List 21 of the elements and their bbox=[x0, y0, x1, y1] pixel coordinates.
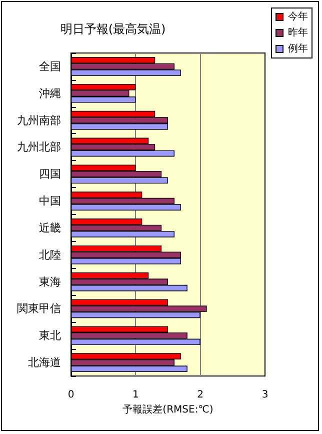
x-axis-title: 予報誤差(RMSE:℃) bbox=[122, 403, 214, 416]
y-tick-label: 沖縄 bbox=[39, 86, 61, 100]
x-tick-label: 1 bbox=[132, 390, 139, 400]
y-tick-label: 全国 bbox=[39, 60, 61, 73]
y-tick-label: 九州南部 bbox=[17, 114, 61, 127]
x-tick-label: 0 bbox=[68, 390, 74, 400]
legend-label: 例年 bbox=[288, 42, 308, 54]
legend-label: 昨年 bbox=[288, 26, 308, 38]
y-tick-label: 関東甲信 bbox=[17, 302, 61, 316]
chart-title: 明日予報(最高気温) bbox=[60, 22, 166, 36]
y-tick-label: 東海 bbox=[39, 275, 61, 288]
y-tick-label: 九州北部 bbox=[17, 140, 61, 154]
x-tick-label: 2 bbox=[197, 390, 204, 400]
x-tick-label: 3 bbox=[262, 390, 268, 400]
y-tick-label: 中国 bbox=[39, 194, 61, 208]
y-tick-label: 北海道 bbox=[28, 356, 61, 370]
y-tick-label: 北陸 bbox=[39, 248, 61, 262]
y-tick-label: 近畿 bbox=[39, 221, 61, 234]
y-tick-label: 東北 bbox=[39, 329, 61, 342]
y-tick-label: 四国 bbox=[39, 168, 61, 181]
legend-label: 今年 bbox=[288, 10, 308, 22]
